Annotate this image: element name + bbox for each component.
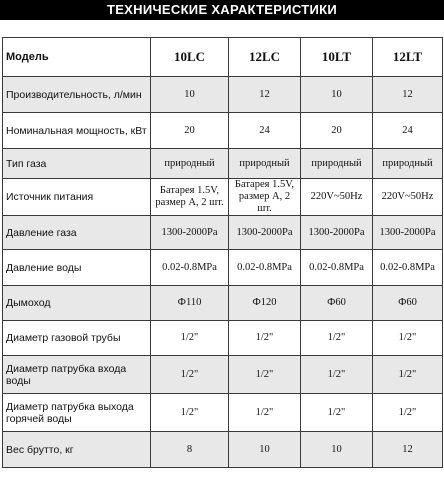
- cell-value: Ф110: [150, 285, 229, 321]
- row-label: Диаметр газовой трубы: [2, 320, 151, 356]
- cell-value: 20: [150, 112, 229, 149]
- cell-value: 24: [228, 112, 301, 149]
- row-label: Источник питания: [2, 178, 151, 216]
- cell-value: 0.02-0.8MPa: [228, 249, 301, 286]
- specifications-table: Модель 10LC 12LC 10LT 12LT Производитель…: [2, 37, 443, 468]
- cell-value: Ф120: [228, 285, 301, 321]
- cell-value: 1/2": [150, 320, 229, 356]
- cell-value: 1300-2000Pa: [228, 215, 301, 250]
- model-header: 12LC: [228, 37, 301, 77]
- cell-value: 1/2": [228, 320, 301, 356]
- row-label: Диаметр патрубка выхода горячей воды: [2, 393, 151, 432]
- row-label: Давление воды: [2, 249, 151, 286]
- cell-value: 1/2": [300, 393, 373, 432]
- cell-value: природный: [150, 148, 229, 179]
- table-row: Диаметр патрубка входа воды 1/2" 1/2" 1/…: [2, 355, 443, 394]
- row-label: Номинальная мощность, кВт: [2, 112, 151, 149]
- cell-value: 1/2": [372, 320, 443, 356]
- cell-value: 10: [300, 76, 373, 113]
- table-row: Давление газа 1300-2000Pa 1300-2000Pa 13…: [2, 215, 443, 250]
- cell-value: Батарея 1.5V, размер А, 2 шт.: [150, 178, 229, 216]
- cell-value: 12: [228, 76, 301, 113]
- table-row: Производительность, л/мин 10 12 10 12: [2, 76, 443, 113]
- cell-value: 20: [300, 112, 373, 149]
- cell-value: 1300-2000Pa: [150, 215, 229, 250]
- cell-value: природный: [228, 148, 301, 179]
- cell-value: Ф60: [372, 285, 443, 321]
- cell-value: природный: [300, 148, 373, 179]
- table-row: Диаметр патрубка выхода горячей воды 1/2…: [2, 393, 443, 432]
- model-header: 12LT: [372, 37, 443, 77]
- row-label: Производительность, л/мин: [2, 76, 151, 113]
- table-row: Диаметр газовой трубы 1/2" 1/2" 1/2" 1/2…: [2, 320, 443, 356]
- row-label: Вес брутто, кг: [2, 431, 151, 468]
- row-label: Дымоход: [2, 285, 151, 321]
- model-header: 10LC: [150, 37, 229, 77]
- row-label: Тип газа: [2, 148, 151, 179]
- table-row: Источник питания Батарея 1.5V, размер А,…: [2, 178, 443, 216]
- cell-value: 1/2": [300, 320, 373, 356]
- cell-value: 12: [372, 431, 443, 468]
- table-row: Вес брутто, кг 8 10 10 12: [2, 431, 443, 468]
- cell-value: 1/2": [300, 355, 373, 394]
- cell-value: 10: [150, 76, 229, 113]
- cell-value: 220V~50Hz: [372, 178, 443, 216]
- table-header-row: Модель 10LC 12LC 10LT 12LT: [2, 37, 443, 77]
- cell-value: 1/2": [150, 393, 229, 432]
- cell-value: Ф60: [300, 285, 373, 321]
- table-row: Дымоход Ф110 Ф120 Ф60 Ф60: [2, 285, 443, 321]
- cell-value: 1/2": [228, 393, 301, 432]
- cell-value: Батарея 1.5V, размер А, 2 шт.: [228, 178, 301, 216]
- cell-value: 24: [372, 112, 443, 149]
- cell-value: 1/2": [372, 393, 443, 432]
- row-label: Давление газа: [2, 215, 151, 250]
- table-row: Давление воды 0.02-0.8MPa 0.02-0.8MPa 0.…: [2, 249, 443, 286]
- cell-value: 0.02-0.8MPa: [372, 249, 443, 286]
- table-row: Тип газа природный природный природный п…: [2, 148, 443, 179]
- cell-value: 1/2": [150, 355, 229, 394]
- model-header: 10LT: [300, 37, 373, 77]
- table-row: Номинальная мощность, кВт 20 24 20 24: [2, 112, 443, 149]
- header-label: Модель: [2, 37, 151, 77]
- cell-value: 12: [372, 76, 443, 113]
- cell-value: 10: [228, 431, 301, 468]
- cell-value: 10: [300, 431, 373, 468]
- page-title: ТЕХНИЧЕСКИЕ ХАРАКТЕРИСТИКИ: [0, 0, 444, 20]
- cell-value: 1300-2000Pa: [300, 215, 373, 250]
- cell-value: природный: [372, 148, 443, 179]
- cell-value: 1300-2000Pa: [372, 215, 443, 250]
- cell-value: 0.02-0.8MPa: [150, 249, 229, 286]
- cell-value: 1/2": [372, 355, 443, 394]
- row-label: Диаметр патрубка входа воды: [2, 355, 151, 394]
- cell-value: 1/2": [228, 355, 301, 394]
- cell-value: 8: [150, 431, 229, 468]
- cell-value: 0.02-0.8MPa: [300, 249, 373, 286]
- cell-value: 220V~50Hz: [300, 178, 373, 216]
